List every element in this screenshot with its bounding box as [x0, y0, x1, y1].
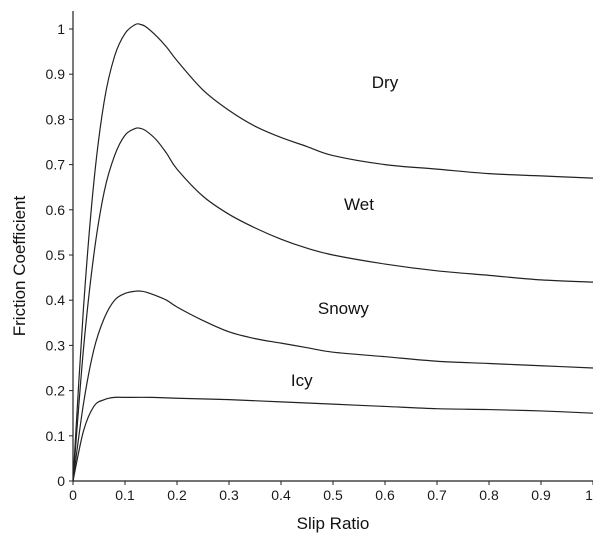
curves-group: [72, 23, 593, 482]
y-tick-label: 0.8: [46, 111, 66, 127]
x-tick-label: 0.5: [323, 487, 343, 503]
y-axis-title: Friction Coefficient: [10, 195, 29, 336]
y-tick-label: 0.4: [46, 292, 66, 308]
x-ticks: 0 0.1 0.2 0.3 0.4 0.5 0.6 0.7 0.8 0.9 1: [69, 481, 593, 503]
curve-label-icy: Icy: [291, 371, 313, 390]
series-line-dry: [72, 23, 593, 482]
x-tick-label: 0.6: [375, 487, 395, 503]
series-line-icy: [72, 396, 593, 482]
x-tick-label: 0.2: [167, 487, 187, 503]
y-tick-label: 0.7: [46, 157, 66, 173]
curve-labels: Dry Wet Snowy Icy: [291, 73, 399, 390]
y-tick-label: 0: [57, 473, 65, 489]
y-tick-label: 0.9: [46, 66, 66, 82]
x-tick-label: 0.1: [115, 487, 135, 503]
series-line-wet: [72, 127, 593, 482]
series-line-snowy: [72, 290, 593, 482]
x-tick-label: 0.9: [531, 487, 551, 503]
y-tick-label: 0.1: [46, 428, 66, 444]
x-tick-label: 0.3: [219, 487, 239, 503]
x-axis-title: Slip Ratio: [297, 514, 370, 533]
y-ticks: 0 0.1 0.2 0.3 0.4 0.5 0.6 0.7 0.8 0.9 1: [46, 21, 73, 489]
y-tick-label: 0.6: [46, 202, 66, 218]
x-tick-label: 0.7: [427, 487, 447, 503]
x-tick-label: 0: [69, 487, 77, 503]
curve-label-snowy: Snowy: [318, 299, 370, 318]
y-tick-label: 1: [57, 21, 65, 37]
x-tick-label: 0.8: [479, 487, 499, 503]
curve-label-dry: Dry: [372, 73, 399, 92]
x-tick-label: 0.4: [271, 487, 291, 503]
y-tick-label: 0.3: [46, 337, 66, 353]
y-tick-label: 0.2: [46, 383, 66, 399]
curve-label-wet: Wet: [344, 195, 374, 214]
x-tick-label: 1: [585, 487, 593, 503]
y-tick-label: 0.5: [46, 247, 66, 263]
